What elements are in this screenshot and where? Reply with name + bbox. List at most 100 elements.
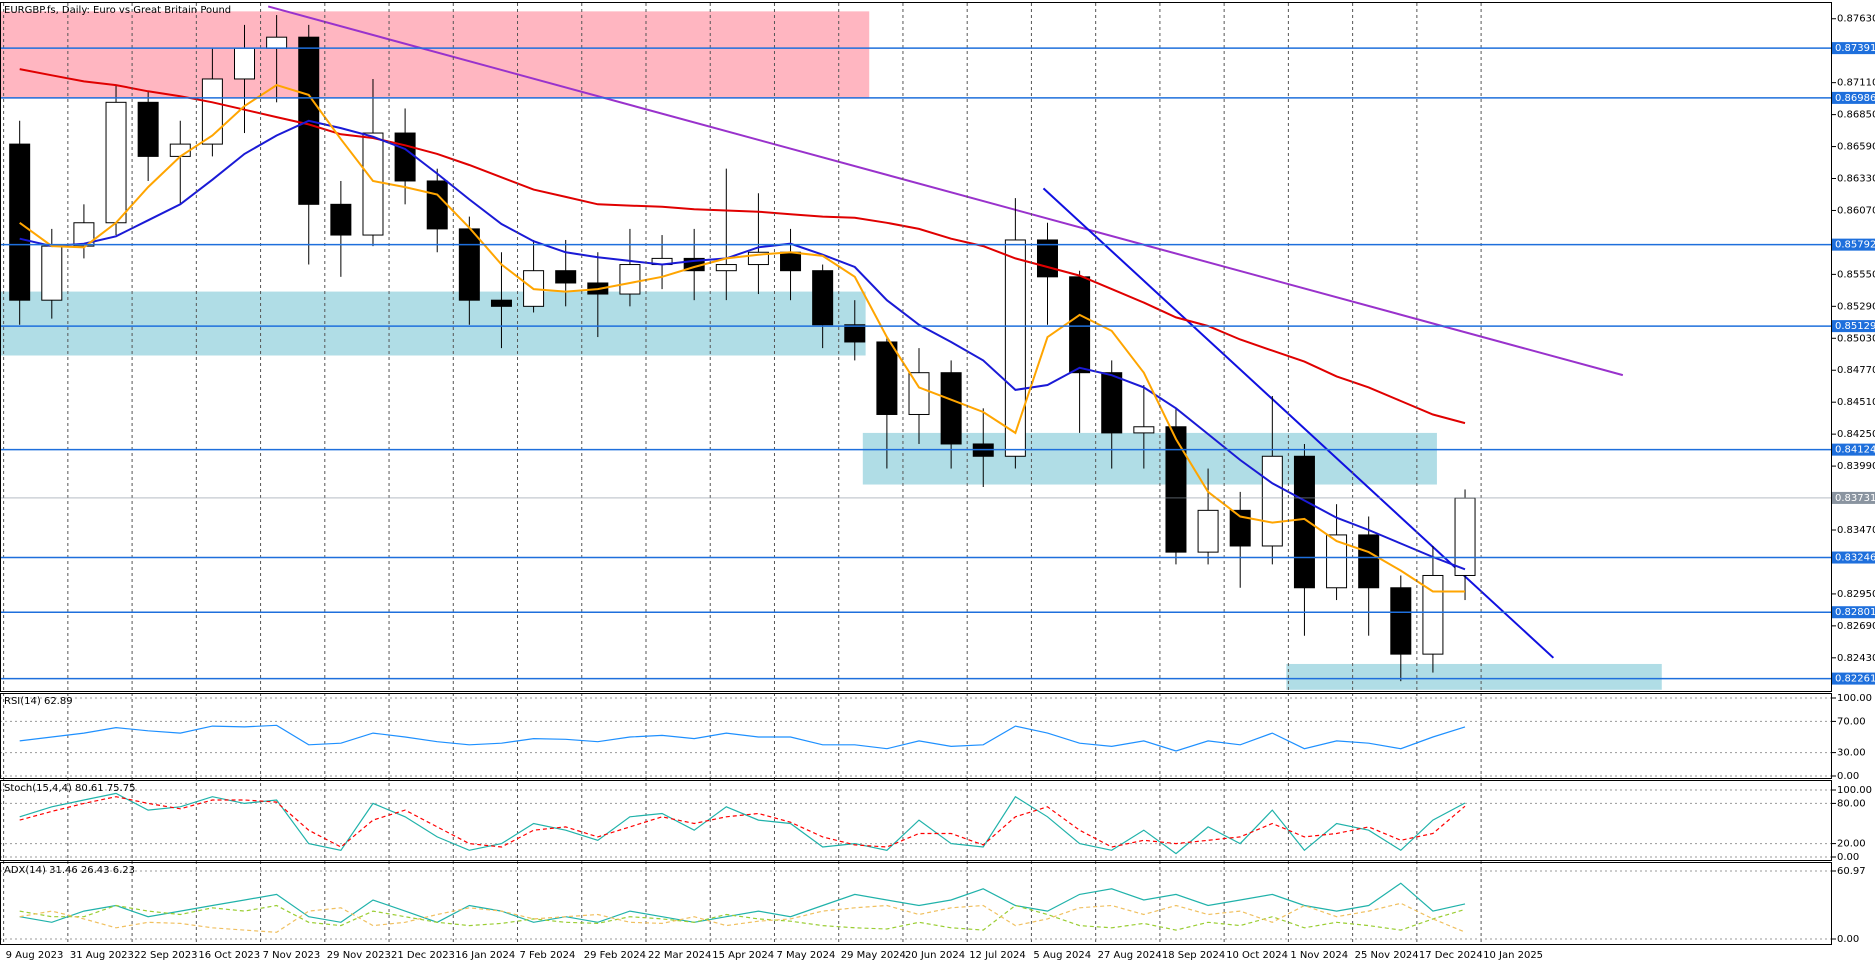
candle-body	[266, 36, 288, 49]
indicator-line	[19, 882, 1466, 923]
level-tag	[1832, 551, 1875, 564]
level-tag	[1832, 42, 1875, 55]
y-tick-label: 0.83990	[1837, 461, 1875, 472]
y-tick-label: 100.00	[1837, 785, 1872, 796]
candle-body	[394, 132, 416, 182]
y-tick-label: 0.86330	[1837, 174, 1875, 185]
candle-body	[1101, 372, 1123, 434]
y-tick-label: 30.00	[1837, 748, 1866, 759]
x-tick-label: 7 Nov 2023	[263, 950, 321, 961]
level-label: 0.84124	[1835, 445, 1875, 456]
y-tick-label: 0.84250	[1837, 429, 1875, 440]
y-tick-label: 0.86850	[1837, 110, 1875, 121]
candle-body	[1454, 497, 1476, 576]
y-tick-label: 0.00	[1837, 852, 1859, 863]
y-tick-label: 0.86590	[1837, 142, 1875, 153]
x-tick-label: 10 Jan 2025	[1483, 950, 1543, 961]
y-tick-label: 0.85030	[1837, 333, 1875, 344]
x-tick-label: 22 Sep 2023	[134, 950, 197, 961]
level-label: 0.83246	[1835, 553, 1875, 564]
candle-body	[41, 245, 63, 301]
candle-body	[1422, 574, 1444, 655]
x-tick-label: 7 Feb 2024	[520, 950, 576, 961]
y-tick-label: 0.82950	[1837, 589, 1875, 600]
x-tick-label: 27 Aug 2024	[1098, 950, 1162, 961]
x-tick-label: 7 May 2024	[776, 950, 835, 961]
y-tick-label: 0.00	[1837, 934, 1859, 945]
trendline	[1042, 187, 1555, 659]
indicator-line	[19, 902, 1466, 933]
candle-body	[330, 203, 352, 236]
candle-body	[940, 372, 962, 445]
plot-layer	[0, 3, 1832, 944]
y-tick-label: 0.86070	[1837, 205, 1875, 216]
indicator-line	[19, 792, 1466, 855]
level-label: 0.82261	[1835, 674, 1875, 685]
indicator-line	[19, 724, 1466, 752]
candle-body	[234, 47, 256, 80]
candle-body	[780, 251, 802, 272]
candle-body	[619, 264, 641, 295]
y-tick-label: 0.82430	[1837, 653, 1875, 664]
x-tick-label: 29 May 2024	[841, 950, 906, 961]
main-plot	[0, 5, 1662, 690]
x-tick-label: 17 Dec 2024	[1419, 950, 1483, 961]
zone	[0, 291, 866, 356]
candle-body	[137, 101, 159, 157]
x-tick-label: 18 Sep 2024	[1162, 950, 1225, 961]
y-tick-label: 0.87630	[1837, 14, 1875, 25]
rsi-panel-border	[0, 693, 1832, 779]
y-tick-label: 0.82690	[1837, 621, 1875, 632]
x-tick-label: 21 Dec 2023	[391, 950, 455, 961]
candle-body	[201, 78, 223, 145]
level-tag	[1832, 91, 1875, 104]
candle-body	[1358, 534, 1380, 589]
y-tick-label: 0.83470	[1837, 525, 1875, 536]
candle-body	[715, 264, 737, 272]
level-tag	[1832, 606, 1875, 619]
candle-body	[1133, 426, 1155, 434]
candle-body	[426, 180, 448, 230]
x-tick-label: 16 Oct 2023	[198, 950, 260, 961]
level-tag	[1832, 491, 1875, 504]
candle-body	[876, 341, 898, 415]
level-tag	[1832, 443, 1875, 456]
x-tick-label: 15 Apr 2024	[712, 950, 774, 961]
main-title: EURGBP.fs, Daily: Euro vs Great Britain …	[4, 5, 231, 16]
candle-body	[490, 299, 512, 307]
stoch-title: Stoch(15,4,4) 80.61 75.75	[4, 783, 135, 794]
level-label: 0.83731	[1835, 493, 1875, 504]
y-tick-label: 0.00	[1837, 771, 1859, 782]
level-label: 0.85129	[1835, 321, 1875, 332]
candle-body	[1069, 276, 1091, 374]
candle-body	[1261, 455, 1283, 547]
y-tick-label: 0.84510	[1837, 397, 1875, 408]
y-tick-label: 0.84770	[1837, 365, 1875, 376]
x-tick-label: 1 Nov 2024	[1290, 950, 1348, 961]
candle-body	[1293, 455, 1315, 589]
y-tick-label: 0.85550	[1837, 269, 1875, 280]
zone	[1286, 663, 1662, 690]
level-label: 0.82801	[1835, 607, 1875, 618]
x-tick-label: 12 Jul 2024	[969, 950, 1026, 961]
candle-body	[908, 372, 930, 415]
y-tick-label: 0.87110	[1837, 78, 1875, 89]
candle-body	[1165, 426, 1187, 553]
candle-body	[1004, 239, 1026, 457]
y-tick-label: 20.00	[1837, 839, 1866, 850]
indicator-line	[19, 904, 1466, 931]
trendline	[267, 5, 1624, 377]
level-label: 0.87391	[1835, 43, 1875, 54]
candle-body	[555, 270, 577, 284]
level-label: 0.85792	[1835, 240, 1875, 251]
stoch-panel-border	[0, 780, 1832, 861]
candle-body	[362, 132, 384, 236]
candle-body	[9, 143, 31, 301]
y-tick-label: 70.00	[1837, 716, 1866, 727]
x-tick-label: 9 Aug 2023	[6, 950, 64, 961]
candle-body	[812, 270, 834, 326]
candle-body	[169, 143, 191, 157]
x-tick-label: 16 Jan 2024	[455, 950, 515, 961]
level-tag	[1832, 672, 1875, 685]
